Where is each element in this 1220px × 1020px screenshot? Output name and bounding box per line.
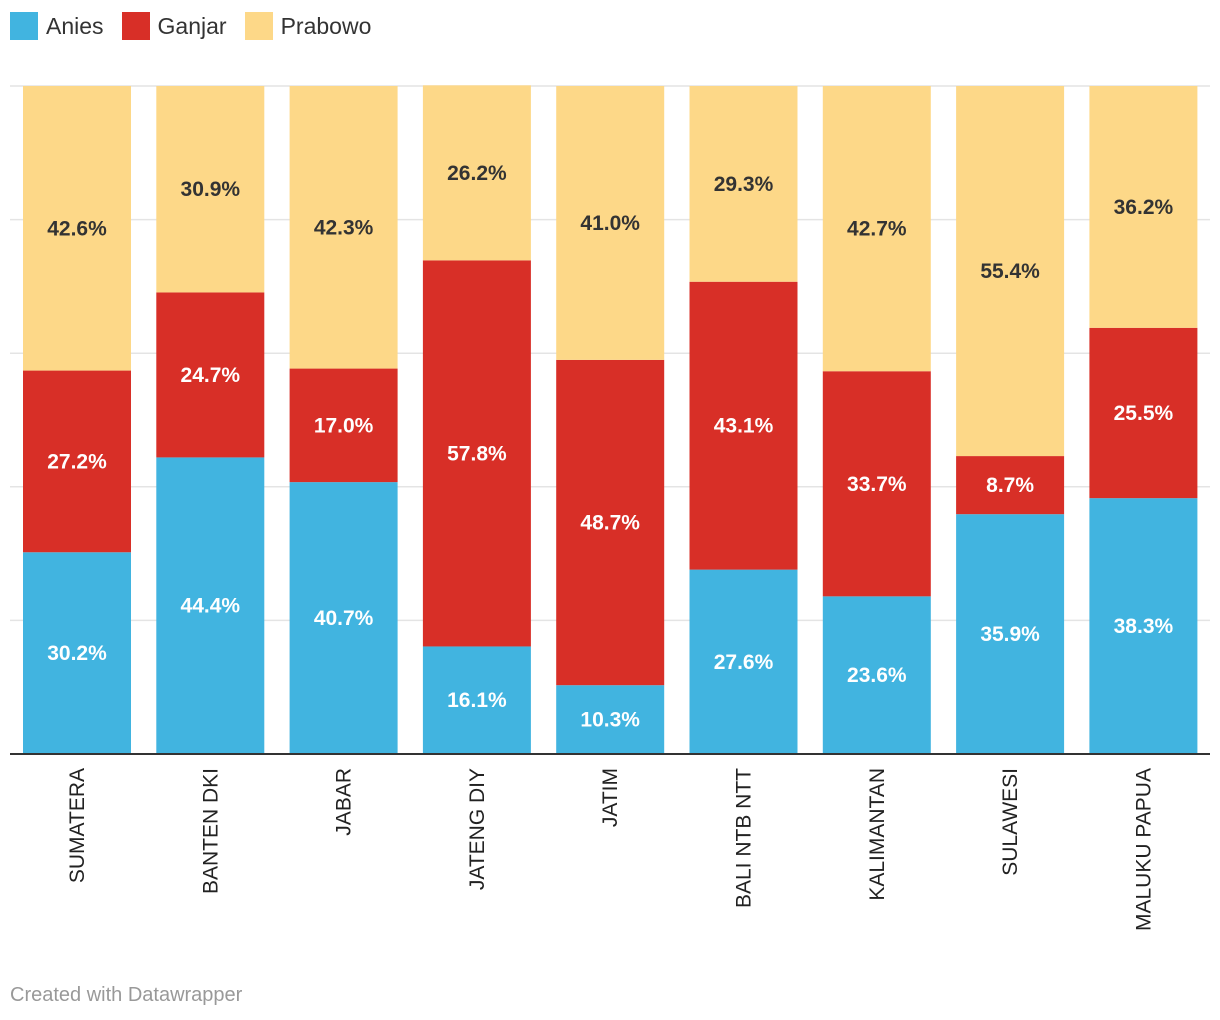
chart-legend: Anies Ganjar Prabowo: [10, 10, 389, 42]
bar-segment-anies-sumatera: [23, 552, 131, 754]
bar-segment-anies-bali-ntb-ntt: [689, 569, 798, 754]
bar-segment-prabowo-bali-ntb-ntt: [689, 86, 798, 282]
data-label-prabowo-maluku-papua: 36.2%: [1114, 196, 1174, 219]
bar-segment-ganjar-maluku-papua: [1089, 327, 1198, 499]
bar-segment-anies-maluku-papua: [1089, 498, 1198, 754]
data-label-ganjar-banten-dki: 24.7%: [181, 364, 241, 387]
data-label-prabowo-jatim: 41.0%: [580, 212, 640, 235]
legend-item-anies: Anies: [10, 12, 104, 40]
legend-swatch-ganjar: [121, 12, 150, 40]
category-label-jabar: JABAR: [333, 768, 356, 836]
data-label-anies-bali-ntb-ntt: 27.6%: [714, 651, 774, 674]
data-label-ganjar-maluku-papua: 25.5%: [1114, 402, 1174, 425]
category-label-sumatera: SUMATERA: [66, 768, 89, 883]
data-label-anies-banten-dki: 44.4%: [181, 595, 241, 618]
data-label-ganjar-jatim: 48.7%: [580, 512, 640, 535]
category-label-maluku-papua: MALUKU PAPUA: [1132, 768, 1155, 931]
legend-swatch-anies: [10, 12, 38, 40]
bar-segment-prabowo-sumatera: [23, 86, 131, 371]
bar-segment-ganjar-sulawesi: [956, 456, 1065, 515]
category-label-kalimantan: KALIMANTAN: [866, 768, 889, 901]
bar-segment-ganjar-jatim: [556, 359, 665, 686]
bar-segment-ganjar-kalimantan: [822, 371, 931, 597]
category-label-bali-ntb-ntt: BALI NTB NTT: [733, 768, 756, 908]
data-label-ganjar-jateng-diy: 57.8%: [447, 442, 507, 465]
data-label-prabowo-banten-dki: 30.9%: [181, 178, 241, 201]
bar-segment-anies-jatim: [556, 685, 665, 754]
data-label-prabowo-sulawesi: 55.4%: [980, 260, 1040, 283]
legend-item-ganjar: Ganjar: [121, 12, 227, 40]
legend-label-prabowo: Prabowo: [280, 12, 372, 39]
data-label-prabowo-jateng-diy: 26.2%: [447, 162, 507, 185]
bar-segment-ganjar-sumatera: [23, 370, 131, 553]
data-label-anies-jabar: 40.7%: [314, 607, 374, 630]
data-label-anies-sumatera: 30.2%: [47, 642, 107, 665]
data-label-prabowo-kalimantan: 42.7%: [847, 218, 907, 241]
data-label-prabowo-bali-ntb-ntt: 29.3%: [714, 173, 774, 196]
bar-segment-anies-jateng-diy: [422, 646, 531, 754]
legend-swatch-prabowo: [244, 12, 273, 40]
bar-segment-anies-sulawesi: [956, 514, 1065, 754]
category-label-sulawesi: SULAWESI: [999, 768, 1022, 876]
stacked-bar-chart: 30.2% 27.2% 42.6% SUMATERA 44.4% 24.7% 30.9% BA…: [10, 85, 1210, 931]
bar-segment-ganjar-bali-ntb-ntt: [689, 281, 798, 570]
bar-segment-prabowo-jabar: [289, 86, 398, 369]
legend-label-anies: Anies: [46, 12, 104, 39]
data-label-prabowo-sumatera: 42.6%: [47, 217, 107, 240]
data-label-ganjar-sulawesi: 8.7%: [986, 474, 1034, 497]
bar-segment-prabowo-kalimantan: [822, 86, 931, 372]
bar-segment-prabowo-banten-dki: [156, 86, 265, 293]
category-label-jatim: JATIM: [599, 768, 622, 827]
data-label-anies-sulawesi: 35.9%: [980, 623, 1040, 646]
legend-item-prabowo: Prabowo: [244, 12, 372, 40]
credit-text: Created with Datawrapper: [10, 984, 243, 1006]
bar-segment-prabowo-jateng-diy: [422, 85, 531, 261]
bar-segment-prabowo-maluku-papua: [1089, 86, 1198, 328]
data-label-anies-kalimantan: 23.6%: [847, 664, 907, 687]
legend-label-ganjar: Ganjar: [157, 12, 227, 39]
bar-segment-anies-kalimantan: [822, 596, 931, 754]
bar-segment-ganjar-jabar: [289, 368, 398, 483]
bar-segment-ganjar-jateng-diy: [422, 260, 531, 647]
data-label-prabowo-jabar: 42.3%: [314, 216, 374, 239]
bar-segment-anies-banten-dki: [156, 457, 265, 754]
data-label-ganjar-jabar: 17.0%: [314, 414, 374, 437]
bar-segment-prabowo-jatim: [556, 86, 665, 360]
data-label-ganjar-kalimantan: 33.7%: [847, 473, 907, 496]
data-label-anies-jatim: 10.3%: [580, 709, 640, 732]
category-label-jateng-diy: JATENG DIY: [466, 768, 489, 890]
category-label-banten-dki: BANTEN DKI: [199, 768, 222, 894]
data-label-anies-maluku-papua: 38.3%: [1114, 615, 1174, 638]
bar-segment-ganjar-banten-dki: [156, 292, 265, 458]
data-label-anies-jateng-diy: 16.1%: [447, 689, 507, 712]
data-label-ganjar-bali-ntb-ntt: 43.1%: [714, 415, 774, 438]
bar-segment-prabowo-sulawesi: [956, 86, 1065, 457]
data-label-ganjar-sumatera: 27.2%: [47, 450, 107, 473]
bar-segment-anies-jabar: [289, 482, 398, 754]
